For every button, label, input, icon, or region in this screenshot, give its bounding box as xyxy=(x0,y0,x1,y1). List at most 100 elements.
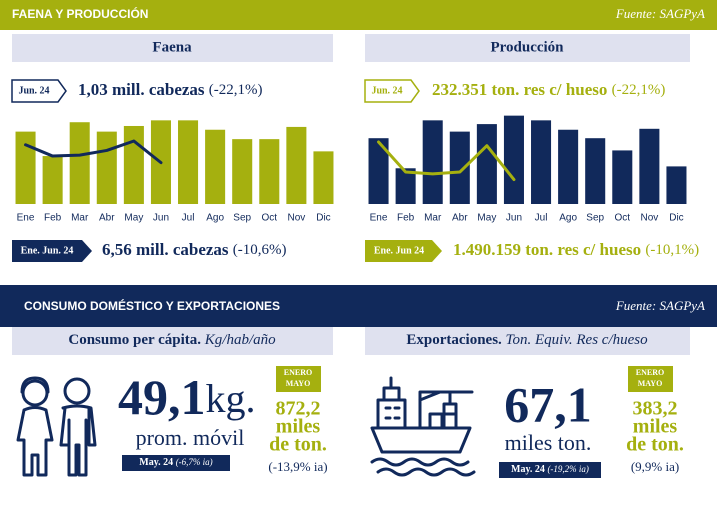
panel-header xyxy=(12,34,333,62)
summary: 1,03 mill. cabezas (-22,1%) xyxy=(78,80,263,99)
badge-text: Jun. 24 xyxy=(371,85,402,96)
badge-text: Ene. Jun. 24 xyxy=(21,245,74,256)
period-badge xyxy=(628,366,673,392)
bar xyxy=(395,168,416,204)
line xyxy=(24,139,163,165)
badge-change: (-6,7% ia) xyxy=(176,457,213,467)
section-band xyxy=(0,285,717,327)
big-value: 67,1 xyxy=(504,376,592,432)
summary-change: (-22,1%) xyxy=(612,82,666,98)
summary: 232.351 ton. res c/ hueso (-22,1%) xyxy=(432,80,665,99)
summary: 1.490.159 ton. res c/ hueso (-10,1%) xyxy=(453,240,699,259)
value: 49,1 xyxy=(118,369,206,425)
bar xyxy=(123,125,144,204)
panel-title: Consumo per cápita. Kg/hab/año xyxy=(68,332,276,348)
bar xyxy=(531,120,552,204)
period: MAYO xyxy=(286,379,311,388)
period: ENERO xyxy=(636,368,664,377)
badge xyxy=(364,79,420,103)
ship-icon xyxy=(370,376,476,477)
bar xyxy=(259,139,280,204)
x-tick-label: Jun xyxy=(153,213,169,224)
bar xyxy=(368,138,389,204)
badge xyxy=(122,455,230,471)
summary-change: (-10,6%) xyxy=(233,242,287,258)
bar xyxy=(178,120,199,204)
bar xyxy=(639,128,660,204)
bar xyxy=(96,131,117,204)
bar xyxy=(666,166,687,204)
people-icon xyxy=(16,376,97,477)
x-tick-label: Jul xyxy=(182,213,195,224)
badge-text: Jun. 24 xyxy=(18,85,49,96)
x-tick-label: Ago xyxy=(206,213,224,224)
x-tick-label: May xyxy=(124,213,143,224)
header-band xyxy=(0,0,717,30)
bar xyxy=(15,131,36,204)
period: ENERO xyxy=(284,368,312,377)
bar xyxy=(585,138,606,204)
bar xyxy=(476,124,497,204)
period-badge xyxy=(276,366,321,392)
panel-title: Exportaciones. Ton. Equiv. Res c/hueso xyxy=(406,332,648,348)
x-tick-label: Jul xyxy=(535,213,548,224)
summary-value: 6,56 mill. cabezas xyxy=(102,240,229,259)
x-tick-label: Mar xyxy=(71,213,89,224)
bar xyxy=(232,139,253,204)
x-tick-label: Oct xyxy=(615,213,631,224)
badge xyxy=(12,240,92,262)
panel-header xyxy=(12,327,333,355)
x-tick-label: Nov xyxy=(287,213,305,224)
badge-period: May. 24 xyxy=(139,457,173,468)
panel-title-main: Exportaciones. xyxy=(406,332,502,348)
bar xyxy=(558,129,579,204)
x-tick-label: May xyxy=(477,213,496,224)
bar xyxy=(449,131,470,204)
chart-title: Faena xyxy=(152,39,192,55)
bar xyxy=(313,151,334,204)
badge-text: May. 24 (-6,7% ia) xyxy=(139,457,212,468)
x-tick-label: Ene xyxy=(370,213,388,224)
bar xyxy=(612,150,633,204)
x-tick-label: Sep xyxy=(586,213,604,224)
summary-change: (-10,1%) xyxy=(645,242,699,258)
bar xyxy=(205,129,226,204)
badge-change: (-19,2% ia) xyxy=(547,464,589,474)
total: 872,2 xyxy=(276,398,321,420)
x-tick-label: Jun xyxy=(506,213,522,224)
summary-value: 232.351 ton. res c/ hueso xyxy=(432,80,607,99)
badge xyxy=(365,240,442,262)
chart-title: Producción xyxy=(490,39,564,55)
bar xyxy=(69,122,90,204)
x-tick-label: Abr xyxy=(452,213,468,224)
x-tick-label: Feb xyxy=(44,213,62,224)
note: prom. móvil xyxy=(136,425,245,450)
x-tick-label: Dic xyxy=(316,213,330,224)
total-change: (-13,9% ia) xyxy=(268,459,327,474)
total: 383,2 xyxy=(633,398,678,420)
section-title: CONSUMO DOMÉSTICO Y EXPORTACIONES xyxy=(24,298,280,313)
header-source: Fuente: SAGPyA xyxy=(615,6,705,21)
bar xyxy=(42,156,63,204)
big-value: 49,1kg. xyxy=(118,369,256,425)
total-change: (9,9% ia) xyxy=(631,459,679,474)
period: MAYO xyxy=(638,379,663,388)
panel-unit: Kg/hab/año xyxy=(204,332,276,348)
bar xyxy=(503,115,524,204)
bar xyxy=(286,126,307,204)
badge-text: Ene. Jun 24 xyxy=(374,245,424,256)
panel-unit: Ton. Equiv. Res c/hueso xyxy=(506,332,649,348)
value-unit: kg. xyxy=(206,376,256,421)
total: de ton. xyxy=(626,434,684,456)
x-tick-label: Abr xyxy=(99,213,115,224)
summary: 6,56 mill. cabezas (-10,6%) xyxy=(102,240,287,259)
panel-header xyxy=(365,34,690,62)
badge-period: May. 24 xyxy=(511,464,545,475)
x-tick-label: Dic xyxy=(669,213,683,224)
summary-value: 1,03 mill. cabezas xyxy=(78,80,205,99)
bar xyxy=(422,120,443,204)
x-tick-label: Oct xyxy=(262,213,278,224)
header-title: FAENA Y PRODUCCIÓN xyxy=(12,6,148,21)
total: de ton. xyxy=(269,434,327,456)
